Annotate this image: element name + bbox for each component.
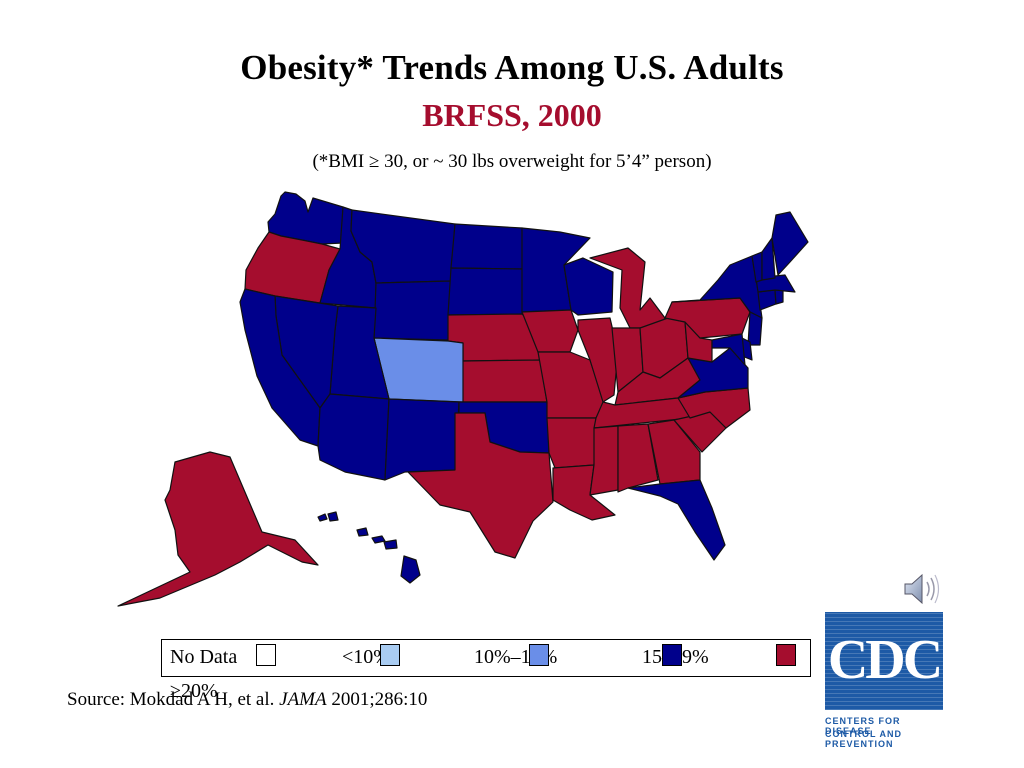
page-title: Obesity* Trends Among U.S. Adults: [240, 48, 784, 87]
state-wi: [563, 257, 614, 316]
source-journal: JAMA: [279, 689, 327, 710]
state-hi4: [371, 535, 386, 544]
state-nh: [761, 237, 776, 281]
source-citation: Source: Mokdad A H, et al. JAMA 2001;286…: [67, 689, 427, 711]
state-nj: [747, 311, 763, 346]
bmi-note: (*BMI ≥ 30, or ~ 30 lbs overweight for 5…: [312, 151, 712, 172]
legend: No Data <10% 10%–14% 15–19%: [161, 639, 811, 677]
cdc-logo-line1: CENTERS FOR DISEASE: [825, 716, 901, 736]
page-subtitle: BRFSS, 2000: [422, 97, 602, 133]
state-ar: [546, 417, 597, 469]
state-ct: [757, 289, 777, 311]
state-al: [617, 423, 659, 493]
state-tx: [407, 412, 554, 559]
state-wy: [373, 280, 452, 341]
source-suffix: 2001;286:10: [326, 689, 428, 710]
state-md: [711, 333, 746, 366]
state-ia: [521, 309, 579, 353]
state-ca: [239, 288, 321, 447]
state-hi3: [356, 527, 369, 537]
state-ks: [458, 359, 548, 403]
state-nd: [450, 223, 524, 270]
state-ms: [589, 425, 619, 496]
state-hi1: [317, 513, 328, 522]
cdc-logo-box: CDC: [825, 612, 943, 710]
state-va: [677, 347, 749, 399]
legend-swatch-under-10: [380, 644, 400, 666]
state-hi5: [383, 539, 398, 550]
legend-swatch-15-19: [662, 644, 682, 666]
state-hi2: [327, 511, 339, 522]
state-nm: [384, 398, 460, 481]
cdc-logo-text: CDC: [827, 629, 943, 691]
legend-swatch-no-data: [256, 644, 276, 666]
state-ak: [117, 451, 319, 607]
state-ri: [774, 289, 784, 305]
cdc-logo-line2: CONTROL AND PREVENTION: [825, 729, 902, 749]
source-prefix: Source: Mokdad A H, et al.: [67, 689, 280, 710]
state-fl: [627, 479, 726, 561]
state-sd: [447, 267, 524, 316]
cdc-logo: CDC CENTERS FOR DISEASE CONTROL AND PREV…: [825, 612, 943, 749]
legend-label-no-data: No Data: [170, 646, 238, 668]
state-hi6: [400, 555, 421, 584]
legend-label-under-10: <10%: [342, 646, 390, 668]
state-ga: [647, 419, 701, 485]
legend-label-20-plus: ≥20%: [170, 680, 218, 702]
speaker-icon[interactable]: [902, 572, 942, 606]
state-me: [771, 211, 809, 276]
state-il: [577, 317, 619, 403]
legend-swatch-10-14: [529, 644, 549, 666]
legend-swatch-20-plus: [776, 644, 796, 666]
state-az: [317, 393, 390, 481]
